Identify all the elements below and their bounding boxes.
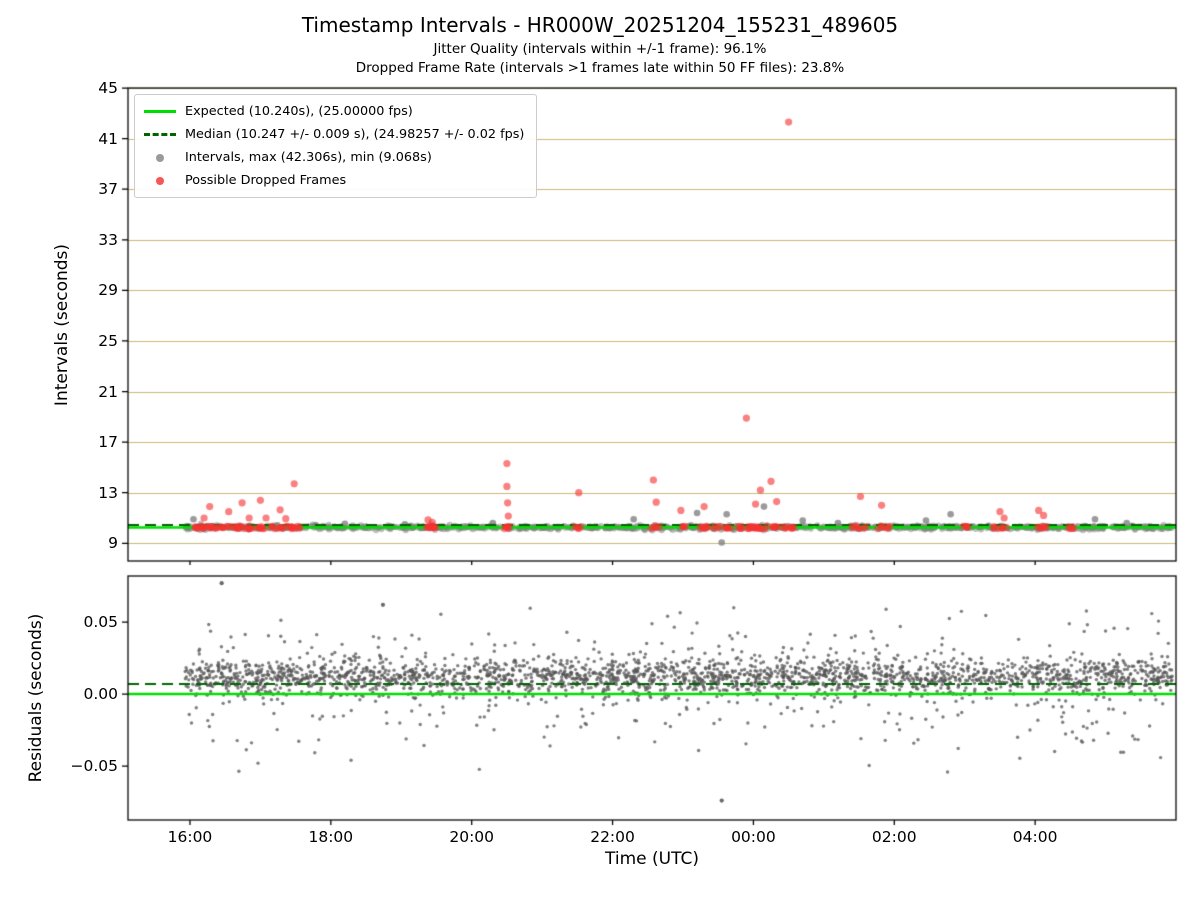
legend-label-dropped: Possible Dropped Frames (185, 173, 347, 188)
dropped-dot-swatch-wrap (144, 176, 176, 185)
legend-row-dropped: Possible Dropped Frames (144, 172, 524, 189)
xtick-1800: 18:00 (308, 828, 354, 846)
xtick-2200: 22:00 (590, 828, 635, 846)
intervals-ytick-45: 45 (98, 79, 118, 97)
expected-line-swatch-wrap (144, 110, 176, 113)
residuals-ytick-0: 0.00 (83, 685, 118, 704)
intervals-ytick-13: 13 (98, 483, 118, 502)
x-axis-label-time: Time (UTC) (605, 849, 699, 869)
legend-row-intervals: Intervals, max (42.306s), min (9.068s) (144, 149, 524, 166)
residuals-ytick-0.05: 0.05 (83, 613, 118, 632)
legend-row-expected: Expected (10.240s), (25.00000 fps) (144, 103, 524, 120)
xtick-2000: 20:00 (449, 828, 495, 846)
intervals-ytick-9: 9 (108, 534, 118, 553)
legend-label-median: Median (10.247 +/- 0.009 s), (24.98257 +… (185, 127, 525, 142)
legend: Expected (10.240s), (25.00000 fps) Media… (134, 94, 538, 198)
chart-subtitle-jitter: Jitter Quality (intervals within +/-1 fr… (433, 41, 767, 57)
dropped-frames-dot-icon (156, 176, 164, 185)
residuals-ytick--0.05: −0.05 (70, 757, 119, 776)
median-line-swatch-wrap (144, 133, 176, 136)
legend-label-intervals: Intervals, max (42.306s), min (9.068s) (185, 150, 432, 165)
legend-row-median: Median (10.247 +/- 0.009 s), (24.98257 +… (144, 126, 524, 143)
intervals-ytick-41: 41 (98, 129, 118, 148)
chart-subtitle-dropped-rate: Dropped Frame Rate (intervals >1 frames … (355, 60, 845, 76)
legend-label-expected: Expected (10.240s), (25.00000 fps) (185, 104, 413, 119)
xtick-0200: 02:00 (871, 828, 917, 846)
expected-line-icon (144, 110, 176, 113)
chart-title: Timestamp Intervals - HR000W_20251204_15… (301, 13, 899, 37)
intervals-ytick-25: 25 (98, 331, 118, 350)
intervals-ytick-21: 21 (98, 382, 118, 401)
median-dashed-line-icon (144, 133, 176, 136)
intervals-ytick-37: 37 (98, 180, 118, 199)
intervals-dot-icon (156, 153, 164, 162)
xtick-0400: 04:00 (1012, 828, 1058, 846)
xtick-1600: 16:00 (167, 828, 213, 846)
intervals-ytick-33: 33 (98, 230, 118, 249)
xtick-0000: 00:00 (731, 828, 776, 846)
intervals-ytick-29: 29 (98, 281, 118, 300)
intervals-dot-swatch-wrap (144, 153, 176, 162)
intervals-ytick-17: 17 (98, 433, 118, 452)
